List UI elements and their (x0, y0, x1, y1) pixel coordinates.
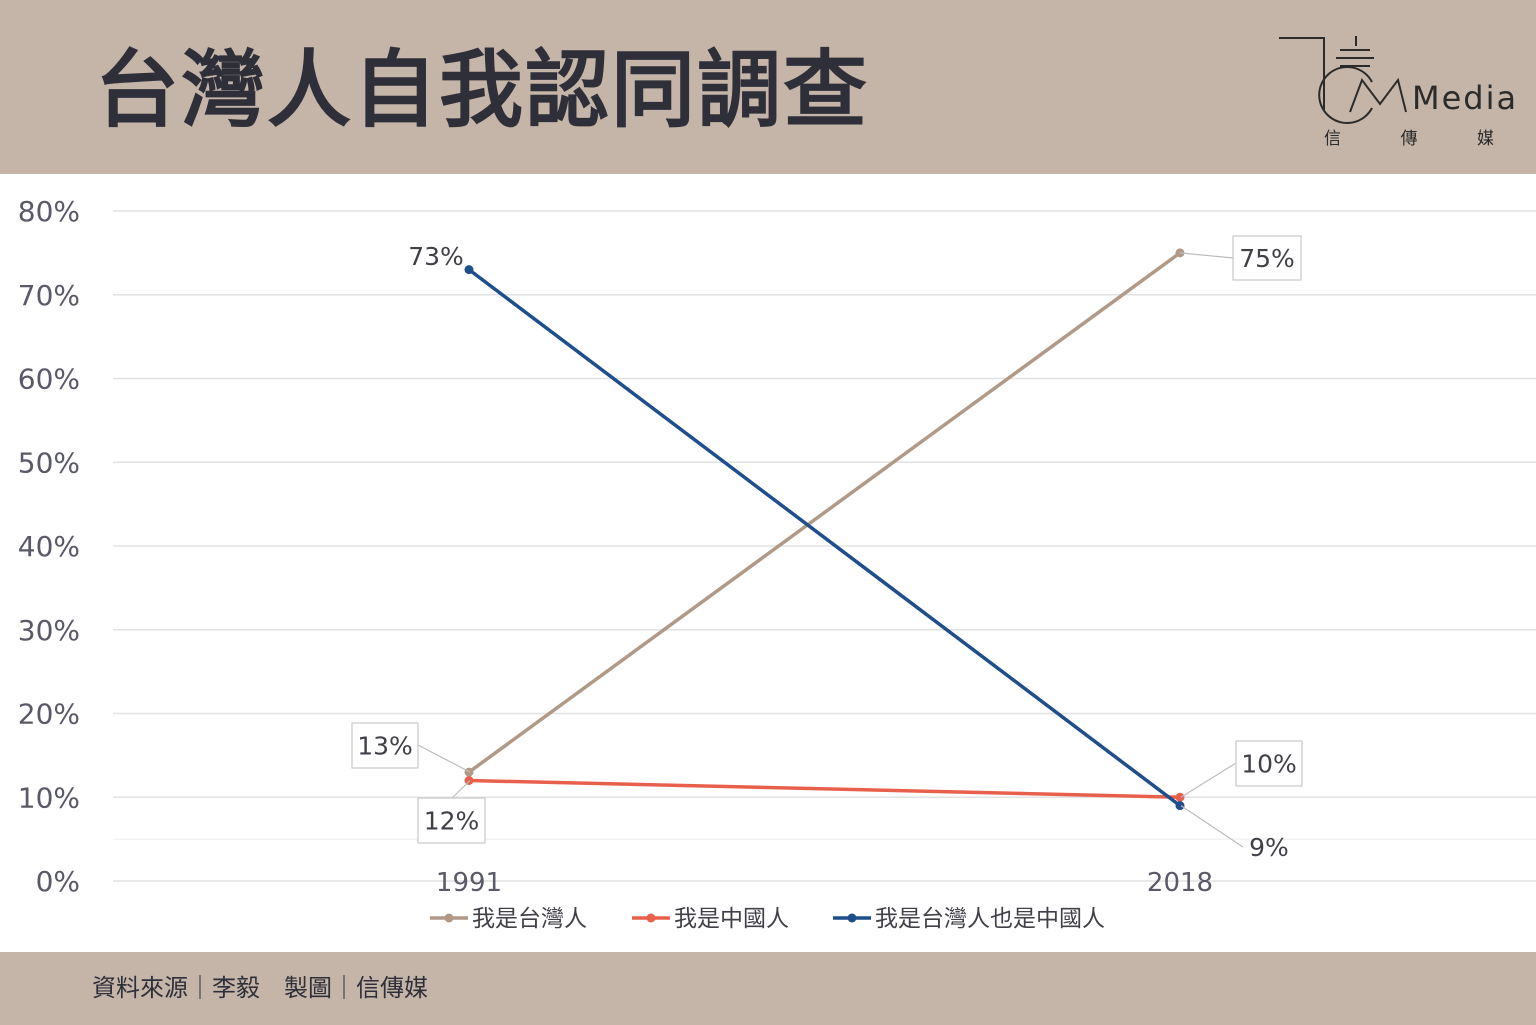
label-leader-line (1180, 762, 1237, 798)
y-tick-label: 70% (18, 279, 80, 312)
x-tick-label: 2018 (1147, 868, 1213, 898)
logo-cn-char: 信 (1324, 129, 1341, 149)
logo-wordmark: Media (1412, 79, 1519, 117)
y-tick-label: 0% (36, 865, 80, 898)
data-point (464, 776, 474, 785)
legend-marker (444, 913, 454, 923)
series-line (467, 268, 1182, 808)
y-tick-label: 10% (18, 781, 80, 814)
page-title: 台灣人自我認同調查 (95, 41, 870, 139)
legend-marker (646, 913, 656, 923)
media-logo: Media 信 傳 媒 (1276, 30, 1516, 160)
y-tick-label: 80% (18, 195, 80, 228)
y-tick-label: 40% (18, 530, 80, 563)
data-label: 13% (357, 732, 413, 761)
x-tick-label: 1991 (436, 868, 502, 898)
label-leader-line (417, 744, 471, 773)
y-tick-label: 60% (18, 363, 80, 396)
data-label: 10% (1241, 750, 1297, 779)
data-label-box (351, 722, 419, 769)
line-chart: 0% 10% 20% 30% 40% 50% 60% 70% 80% 1991 2018 13% 75%… (0, 174, 1536, 952)
legend-label: 我是台灣人 (472, 906, 587, 932)
data-label: 12% (424, 807, 480, 836)
data-label: 75% (1239, 244, 1295, 273)
data-point (464, 265, 474, 275)
data-point (1175, 801, 1185, 811)
logo-mark-icon (1279, 36, 1407, 124)
series-line (468, 778, 1181, 799)
label-leader-line (1179, 252, 1234, 259)
label-leader-line (451, 780, 471, 799)
data-label-box (1235, 740, 1303, 787)
legend-marker (847, 913, 857, 923)
series-line (467, 251, 1182, 774)
data-point (1175, 792, 1185, 802)
data-label-box (1232, 235, 1302, 281)
y-tick-label: 30% (18, 614, 80, 647)
chart-canvas: 0% 10% 20% 30% 40% 50% 60% 70% 80% 1991 2018 13% 75%… (18, 195, 1536, 932)
y-tick-label: 50% (18, 446, 80, 479)
y-tick-label: 20% (18, 698, 80, 731)
legend-label: 我是台灣人也是中國人 (875, 906, 1105, 932)
logo-chinese: 信 傳 媒 (1324, 124, 1494, 149)
logo-cn-char: 媒 (1477, 129, 1494, 149)
source-credit: 資料來源｜李毅 製圖｜信傳媒 (92, 974, 428, 1002)
legend-label: 我是中國人 (674, 906, 789, 932)
label-leader-line (1180, 805, 1244, 848)
logo-cn-char: 傳 (1400, 129, 1418, 149)
data-label-box (417, 797, 486, 844)
footer-bar: 資料來源｜李毅 製圖｜信傳媒 (0, 952, 1536, 1025)
data-label: 9% (1249, 833, 1289, 862)
header-bar: 台灣人自我認同調查 Media 信 傳 媒 (0, 0, 1536, 174)
data-label: 73% (408, 242, 464, 271)
